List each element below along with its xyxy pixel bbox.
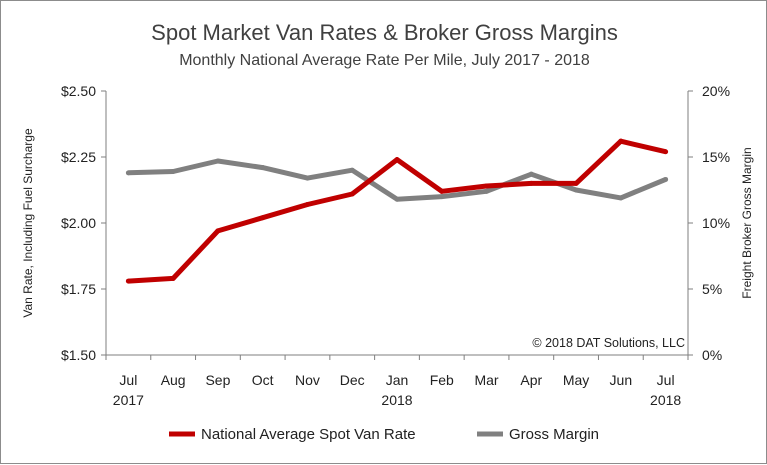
x-tick-label: Nov bbox=[295, 372, 320, 388]
x-tick-label: Jan bbox=[386, 372, 409, 388]
spot-van-rate-point bbox=[484, 183, 490, 189]
y2-tick-label: 20% bbox=[702, 83, 730, 99]
y-tick-label: $2.50 bbox=[61, 83, 96, 99]
gross-margin-point bbox=[170, 169, 176, 175]
x-tick-year-label: 2018 bbox=[650, 392, 681, 408]
spot-van-rate-point bbox=[663, 149, 669, 155]
gross-margin-point bbox=[663, 176, 669, 182]
gross-margin-point bbox=[304, 175, 310, 181]
y2-tick-label: 10% bbox=[702, 215, 730, 231]
gross-margin-line bbox=[128, 158, 667, 202]
gross-margin-point bbox=[573, 187, 579, 193]
x-tick-label: Feb bbox=[430, 372, 454, 388]
y2-tick-label: 0% bbox=[702, 347, 722, 363]
y2-axis-title: Freight Broker Gross Margin bbox=[740, 147, 754, 298]
spot-van-rate-point bbox=[304, 202, 310, 208]
copyright-annotation: © 2018 DAT Solutions, LLC bbox=[532, 336, 685, 350]
spot-van-rate-point bbox=[573, 180, 579, 186]
x-tick-year-label: 2017 bbox=[113, 392, 144, 408]
chart-title: Spot Market Van Rates & Broker Gross Mar… bbox=[151, 20, 618, 45]
x-tick-year-label: 2018 bbox=[381, 392, 412, 408]
gross-margin-point bbox=[439, 194, 445, 200]
x-tick-label: Jun bbox=[610, 372, 633, 388]
spot-van-rate-point bbox=[394, 157, 400, 163]
x-tick-label: Oct bbox=[252, 372, 274, 388]
x-tick-label: Jul bbox=[657, 372, 675, 388]
y2-tick-label: 15% bbox=[702, 149, 730, 165]
x-tick-label: Dec bbox=[340, 372, 365, 388]
gross-margin-point bbox=[484, 188, 490, 194]
spot-van-rate-point bbox=[618, 138, 624, 144]
gross-margin-point bbox=[125, 170, 131, 176]
gross-margin-point bbox=[215, 158, 221, 164]
x-tick-label: Sep bbox=[205, 372, 230, 388]
spot-van-rate-point bbox=[170, 275, 176, 281]
y-tick-label: $2.00 bbox=[61, 215, 96, 231]
y-tick-label: $1.75 bbox=[61, 281, 96, 297]
spot-van-rate-point bbox=[215, 228, 221, 234]
spot-van-rate-point bbox=[439, 188, 445, 194]
spot-van-rate-point bbox=[260, 215, 266, 221]
x-tick-label: Apr bbox=[520, 372, 542, 388]
x-tick-label: Mar bbox=[474, 372, 498, 388]
x-tick-label: May bbox=[563, 372, 589, 388]
gross-margin-point bbox=[260, 165, 266, 171]
x-tick-label: Aug bbox=[161, 372, 186, 388]
y2-tick-label: 5% bbox=[702, 281, 722, 297]
y-tick-label: $2.25 bbox=[61, 149, 96, 165]
y-tick-label: $1.50 bbox=[61, 347, 96, 363]
legend-spot-van-rate-label: National Average Spot Van Rate bbox=[201, 426, 416, 443]
spot-van-rate-point bbox=[125, 278, 131, 284]
y-axis-title: Van Rate, Including Fuel Surcharge bbox=[21, 128, 35, 318]
spot-van-rate-point bbox=[528, 180, 534, 186]
chart-subtitle: Monthly National Average Rate Per Mile, … bbox=[179, 52, 590, 69]
gross-margin-point bbox=[349, 167, 355, 173]
spot-van-rate-point bbox=[349, 191, 355, 197]
x-tick-label: Jul bbox=[119, 372, 137, 388]
legend-gross-margin-label: Gross Margin bbox=[509, 426, 599, 443]
gross-margin-point bbox=[618, 195, 624, 201]
gross-margin-point bbox=[528, 171, 534, 177]
gross-margin-point bbox=[394, 196, 400, 202]
